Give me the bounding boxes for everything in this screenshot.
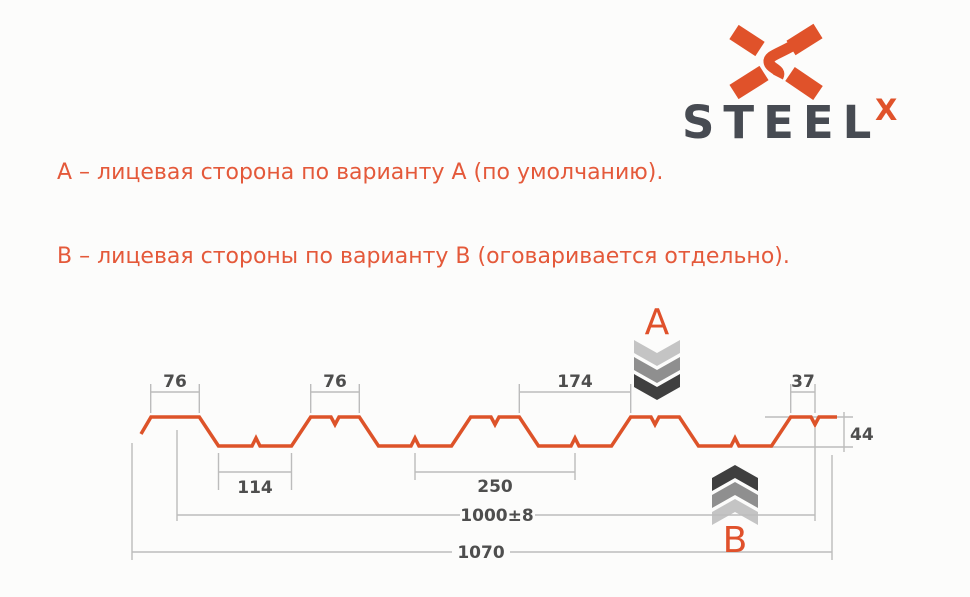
dim-pitch: 250 xyxy=(477,477,513,497)
steelx-logo: STEEL X xyxy=(678,14,918,154)
profile-cross-section xyxy=(139,415,837,448)
marker-a-chevrons-icon xyxy=(634,340,680,400)
dim-crest-top-1: 76 xyxy=(163,372,187,392)
dim-trough-top: 174 xyxy=(557,372,593,392)
dim-edge-crest: 37 xyxy=(791,372,815,392)
logo-x-mark-icon xyxy=(729,23,823,100)
dimension-lines xyxy=(131,384,853,560)
legend-variant-a: А – лицевая сторона по варианту А (по ум… xyxy=(57,160,664,185)
dim-profile-height: 44 xyxy=(850,425,874,445)
logo-wordmark: STEEL xyxy=(682,96,881,149)
dim-trough-bottom: 114 xyxy=(237,478,273,498)
legend-variant-b: В – лицевая стороны по варианту В (огова… xyxy=(57,244,790,269)
dim-crest-top-2: 76 xyxy=(323,372,347,392)
dim-overall-width: 1070 xyxy=(457,543,504,563)
marker-b-label: В xyxy=(723,520,748,561)
marker-a-label: А xyxy=(645,302,670,343)
logo-wordmark-x: X xyxy=(875,93,898,127)
dim-working-width: 1000±8 xyxy=(460,506,533,526)
marker-b-chevrons-icon xyxy=(712,465,758,525)
